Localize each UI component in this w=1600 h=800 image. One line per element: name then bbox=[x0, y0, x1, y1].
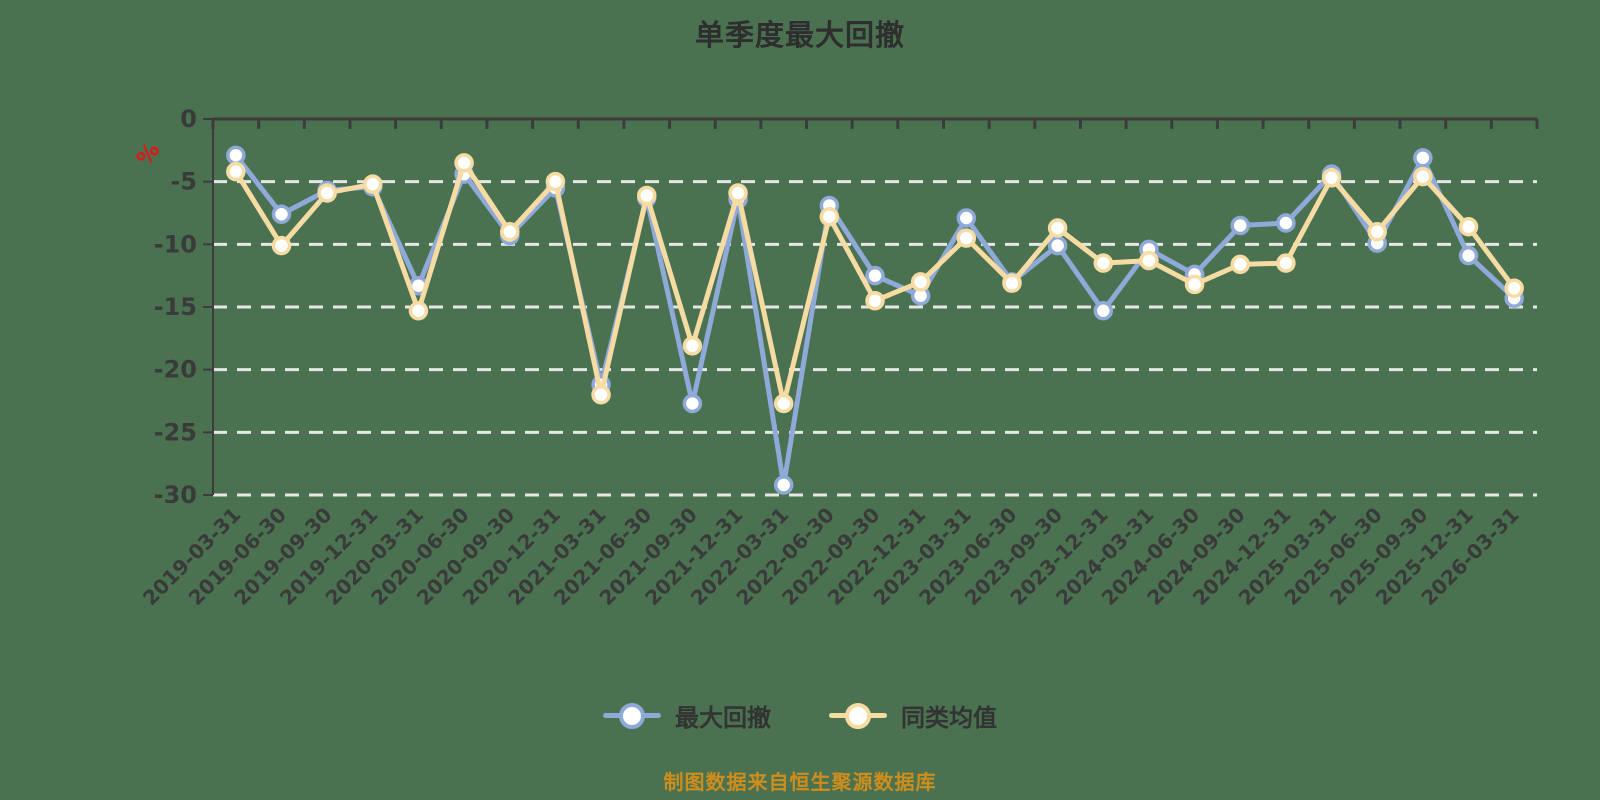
data-point-category-average[interactable] bbox=[773, 393, 794, 414]
data-point-max-drawdown[interactable] bbox=[956, 208, 977, 228]
data-point-max-drawdown[interactable] bbox=[865, 265, 885, 286]
data-point-category-average[interactable] bbox=[682, 336, 703, 356]
data-point-max-drawdown[interactable] bbox=[1276, 213, 1296, 233]
y-tick-label: -5 bbox=[170, 168, 197, 196]
data-point-max-drawdown[interactable] bbox=[682, 393, 703, 414]
chart-title: 单季度最大回撤 bbox=[694, 18, 905, 52]
y-tick-label: -20 bbox=[154, 356, 197, 384]
data-point-category-average[interactable] bbox=[226, 161, 246, 182]
data-point-category-average[interactable] bbox=[500, 222, 520, 242]
y-tick-label: -15 bbox=[154, 293, 197, 321]
y-tick-label: -30 bbox=[154, 481, 197, 509]
data-point-category-average[interactable] bbox=[1047, 218, 1068, 238]
data-point-max-drawdown[interactable] bbox=[1093, 301, 1114, 321]
y-tick-label: -25 bbox=[154, 418, 197, 446]
data-point-max-drawdown[interactable] bbox=[1458, 245, 1479, 266]
data-point-category-average[interactable] bbox=[910, 272, 931, 292]
legend-item-max-drawdown[interactable]: 最大回撤 bbox=[603, 698, 771, 733]
legend-marker-max-drawdown bbox=[603, 702, 661, 729]
legend-label-max-drawdown: 最大回撤 bbox=[675, 704, 771, 732]
data-point-max-drawdown[interactable] bbox=[226, 145, 246, 166]
data-point-category-average[interactable] bbox=[819, 207, 840, 227]
legend-circle-icon bbox=[619, 702, 645, 729]
data-point-category-average[interactable] bbox=[271, 235, 292, 256]
series-line-max-drawdown bbox=[233, 152, 1517, 488]
legend-label-category-average: 同类均值 bbox=[901, 704, 997, 732]
data-point-category-average[interactable] bbox=[1367, 222, 1387, 242]
data-point-category-average[interactable] bbox=[317, 183, 337, 203]
data-point-category-average[interactable] bbox=[1093, 253, 1114, 273]
data-point-category-average[interactable] bbox=[1139, 250, 1159, 271]
data-point-category-average[interactable] bbox=[363, 174, 383, 194]
data-point-category-average[interactable] bbox=[1230, 254, 1250, 275]
data-point-category-average[interactable] bbox=[1504, 278, 1524, 298]
data-point-category-average[interactable] bbox=[1184, 274, 1205, 295]
data-point-category-average[interactable] bbox=[408, 301, 429, 321]
data-point-category-average[interactable] bbox=[865, 290, 885, 311]
y-tick-label: 0 bbox=[180, 105, 197, 133]
legend-circle-icon bbox=[845, 702, 871, 729]
data-point-max-drawdown[interactable] bbox=[1047, 235, 1068, 256]
data-point-category-average[interactable] bbox=[1321, 168, 1342, 188]
data-point-max-drawdown[interactable] bbox=[271, 204, 292, 225]
data-point-category-average[interactable] bbox=[1002, 273, 1022, 293]
data-point-category-average[interactable] bbox=[956, 228, 977, 248]
data-point-max-drawdown[interactable] bbox=[1230, 215, 1250, 236]
legend-item-category-average[interactable]: 同类均值 bbox=[829, 698, 997, 733]
data-point-category-average[interactable] bbox=[1413, 166, 1433, 187]
data-point-category-average[interactable] bbox=[1458, 217, 1479, 237]
chart-legend: 最大回撤 同类均值 bbox=[0, 698, 1600, 733]
data-point-category-average[interactable] bbox=[728, 183, 748, 203]
data-point-category-average[interactable] bbox=[1276, 253, 1296, 273]
data-point-max-drawdown[interactable] bbox=[1413, 148, 1433, 168]
data-point-max-drawdown[interactable] bbox=[773, 475, 794, 495]
data-point-category-average[interactable] bbox=[454, 153, 474, 173]
data-point-category-average[interactable] bbox=[591, 384, 611, 405]
y-tick-label: -10 bbox=[154, 230, 197, 258]
data-point-category-average[interactable] bbox=[636, 185, 657, 206]
data-source-note: 制图数据来自恒生聚源数据库 bbox=[663, 770, 937, 794]
legend-marker-category-average bbox=[829, 702, 887, 729]
data-point-category-average[interactable] bbox=[545, 171, 566, 192]
